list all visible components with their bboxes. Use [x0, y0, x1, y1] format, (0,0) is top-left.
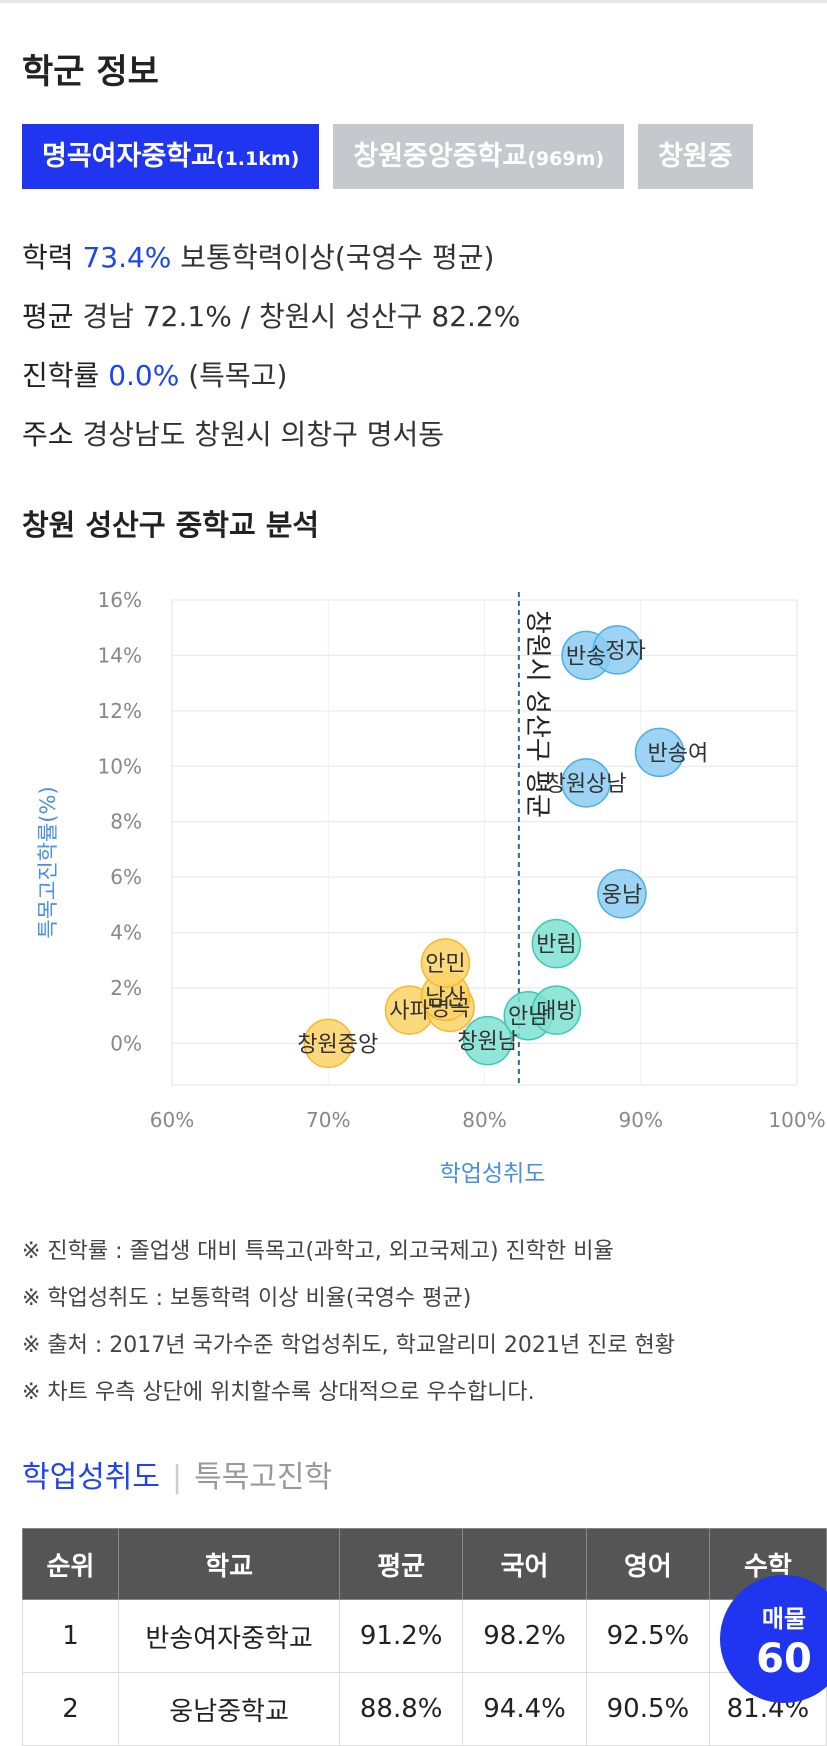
table-header-row: 순위 학교 평균 국어 영어 수학 — [22, 1528, 827, 1600]
data-point-label: 안남 — [508, 1005, 548, 1030]
subtab-advance[interactable]: 특목고진학 — [194, 1460, 333, 1495]
reference-line-label: 창원시 성산구 평균 — [522, 610, 552, 818]
listing-count: 60 — [756, 1636, 812, 1682]
tab-school-1[interactable]: 창원중앙중학교(969m) — [333, 124, 625, 189]
tab-school-name: 창원중앙중학교 — [353, 141, 528, 172]
address-row: 주소 경상남도 창원시 의창구 명서동 — [22, 413, 444, 453]
tab-school-distance: (969m) — [527, 148, 605, 170]
cell-korean: 94.4% — [462, 1672, 587, 1746]
data-point-label: 웅남 — [602, 883, 642, 908]
ranking-table: 순위 학교 평균 국어 영어 수학 1 반송여자중학교 91.2% 98.2% … — [22, 1528, 827, 1746]
academic-suffix: 보통학력이상(국영수 평균) — [180, 241, 495, 274]
tab-school-0[interactable]: 명곡여자중학교(1.1km) — [22, 124, 320, 189]
col-math[interactable]: 수학 — [708, 1528, 827, 1600]
academic-row: 학력 73.4% 보통학력이상(국영수 평균) — [22, 236, 494, 276]
advance-value: 0.0% — [108, 359, 180, 392]
section-title: 학군 정보 — [22, 52, 159, 92]
cell-school: 반송여자중학교 — [117, 1599, 341, 1673]
subtab-divider: | — [172, 1460, 183, 1495]
data-point — [561, 758, 611, 808]
x-axis-label: 학업성취도 — [440, 1161, 546, 1187]
data-point-label: 안민 — [425, 952, 465, 977]
data-point — [420, 938, 471, 988]
y-tick-label: 14% — [98, 643, 142, 667]
y-tick-label: 12% — [98, 699, 142, 723]
data-point — [592, 625, 643, 675]
y-axis-label: 특목고진학률(%) — [36, 786, 60, 938]
table-row[interactable]: 2 웅남중학교 88.8% 94.4% 90.5% 81.4% — [22, 1672, 827, 1746]
data-point-label: 창원상남 — [546, 772, 627, 797]
col-rank[interactable]: 순위 — [22, 1528, 119, 1600]
x-tick-label: 100% — [768, 1108, 825, 1132]
listing-label: 매물 — [761, 1605, 807, 1633]
data-point — [597, 869, 647, 919]
school-tabs: 명곡여자중학교(1.1km) 창원중앙중학교(969m) 창원중 — [22, 124, 827, 189]
data-point-label: 사파 — [389, 999, 429, 1024]
data-point-label: 정자 — [605, 639, 645, 664]
cell-rank: 1 — [22, 1599, 119, 1673]
subtab-academic[interactable]: 학업성취도 — [22, 1460, 160, 1495]
data-point — [303, 1018, 353, 1069]
average-row: 평균 경남 72.1% / 창원시 성산구 82.2% — [22, 295, 520, 335]
advance-suffix: (특목고) — [188, 359, 288, 392]
cell-korean: 98.2% — [462, 1599, 587, 1673]
data-point-label: 창원중앙 — [297, 1032, 378, 1057]
academic-label: 학력 — [22, 241, 74, 274]
advance-row: 진학률 0.0% (특목고) — [22, 354, 287, 394]
y-tick-label: 2% — [110, 976, 142, 1000]
tab-school-name: 명곡여자중학교 — [42, 141, 216, 172]
data-point-label: 대방 — [536, 999, 576, 1024]
data-point-label: 남산 — [425, 985, 465, 1010]
average-label: 평균 — [22, 300, 74, 333]
note-item: ※ 차트 우측 상단에 위치할수록 상대적으로 우수합니다. — [22, 1380, 535, 1405]
y-tick-label: 16% — [98, 588, 142, 612]
col-average[interactable]: 평균 — [339, 1528, 464, 1600]
data-point-label: 창원남 — [457, 1030, 518, 1055]
x-tick-label: 90% — [619, 1108, 663, 1132]
average-value: 경남 72.1% / 창원시 성산구 82.2% — [82, 300, 521, 333]
data-point — [462, 1015, 513, 1066]
cell-average: 88.8% — [339, 1672, 464, 1746]
data-point-label: 반림 — [536, 933, 576, 958]
tab-school-name: 창원중 — [658, 141, 733, 172]
y-tick-label: 0% — [110, 1031, 142, 1055]
listing-count-button[interactable]: 매물 60 — [720, 1575, 827, 1703]
analysis-title: 창원 성산구 중학교 분석 — [22, 508, 320, 542]
col-english[interactable]: 영어 — [585, 1528, 710, 1600]
tab-school-2[interactable]: 창원중 — [638, 124, 753, 189]
data-point — [634, 727, 685, 778]
academic-value: 73.4% — [82, 241, 172, 274]
address-value: 경상남도 창원시 의창구 명서동 — [82, 418, 445, 451]
x-tick-label: 70% — [306, 1108, 350, 1132]
x-tick-label: 60% — [150, 1108, 194, 1132]
top-divider — [0, 0, 827, 3]
cell-average: 91.2% — [339, 1599, 464, 1673]
data-point-label: 반송여 — [648, 741, 709, 766]
y-tick-label: 4% — [110, 921, 142, 945]
x-tick-label: 80% — [462, 1108, 506, 1132]
ranking-subtabs: 학업성취도 | 특목고진학 — [22, 1452, 332, 1496]
y-tick-label: 8% — [110, 810, 142, 834]
tab-school-distance: (1.1km) — [215, 148, 300, 170]
note-item: ※ 학업성취도 : 보통학력 이상 비율(국영수 평균) — [22, 1286, 472, 1311]
cell-rank: 2 — [22, 1672, 119, 1746]
col-school[interactable]: 학교 — [117, 1528, 341, 1600]
cell-school: 웅남중학교 — [117, 1672, 341, 1746]
data-point-label: 반송 — [566, 644, 606, 669]
data-point — [531, 985, 582, 1035]
y-tick-label: 6% — [110, 865, 142, 889]
note-item: ※ 출처 : 2017년 국가수준 학업성취도, 학교알리미 2021년 진로 … — [22, 1333, 676, 1358]
cell-english: 92.5% — [585, 1599, 710, 1673]
data-point — [531, 918, 582, 969]
y-tick-label: 10% — [98, 754, 142, 778]
data-point-label: 명곡 — [430, 996, 470, 1021]
scatter-chart: 16% 14% 12% 10% 8% 6% 4% 2% 0% 60% 70% 80% 90% 100% 학업… — [36, 588, 826, 1187]
address-label: 주소 — [22, 418, 74, 451]
advance-label: 진학률 — [22, 359, 100, 392]
table-row[interactable]: 1 반송여자중학교 91.2% 98.2% 92.5% — [22, 1599, 827, 1673]
col-korean[interactable]: 국어 — [462, 1528, 587, 1600]
note-item: ※ 진학률 : 졸업생 대비 특목고(과학고, 외고국제고) 진학한 비율 — [22, 1239, 614, 1264]
chart-notes: ※ 진학률 : 졸업생 대비 특목고(과학고, 외고국제고) 진학한 비율 ※ … — [22, 1228, 675, 1416]
cell-english: 90.5% — [585, 1672, 710, 1746]
